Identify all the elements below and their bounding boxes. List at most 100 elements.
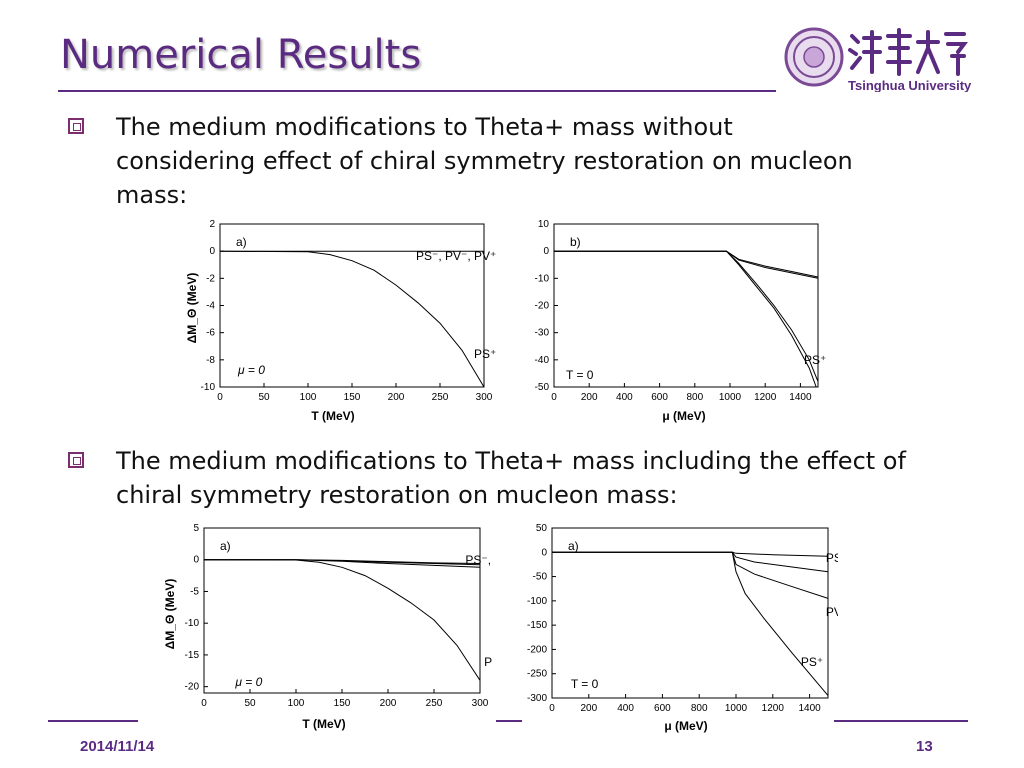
x-tick-label: 800 (686, 392, 703, 403)
y-tick-label: -10 (201, 382, 216, 393)
annotation-label: PS⁺ (474, 347, 496, 361)
y-tick-label: -4 (206, 301, 215, 312)
x-tick-label: 400 (616, 392, 633, 403)
x-tick-label: 600 (651, 392, 668, 403)
y-tick-label: -200 (527, 644, 547, 655)
x-tick-label: 400 (617, 703, 634, 714)
y-tick-label: -20 (535, 301, 550, 312)
y-tick-label: -100 (527, 596, 547, 607)
annotation-label: μ = 0 (234, 675, 262, 689)
bullet-text: The medium modifications to Theta+ mass … (116, 447, 906, 509)
series-line (219, 250, 485, 388)
series-line (552, 551, 829, 557)
x-axis-label: T (MeV) (302, 717, 345, 731)
annotation-label: T = 0 (566, 368, 594, 382)
y-tick-label: -20 (185, 682, 200, 693)
x-axis-label: T (MeV) (311, 409, 354, 423)
footer-rule-left (48, 720, 138, 722)
bullet-icon (68, 452, 84, 468)
x-tick-label: 200 (580, 703, 597, 714)
footer-rule-right (834, 720, 968, 722)
x-tick-label: 1000 (719, 392, 742, 403)
seal-icon (784, 27, 844, 87)
x-tick-label: 0 (217, 392, 223, 403)
y-tick-label: -2 (206, 273, 215, 284)
y-tick-label: -50 (535, 382, 550, 393)
series-line (554, 250, 817, 388)
annotation-label: μ = 0 (237, 363, 265, 377)
x-tick-label: 200 (388, 392, 405, 403)
y-tick-label: -15 (185, 650, 200, 661)
x-tick-label: 0 (201, 698, 207, 709)
x-tick-label: 200 (380, 698, 397, 709)
panel-label: a) (568, 539, 579, 553)
x-tick-label: 600 (654, 703, 671, 714)
y-tick-label: -40 (535, 355, 550, 366)
x-axis-label: μ (MeV) (664, 719, 707, 733)
y-tick-label: 5 (193, 523, 199, 534)
annotation-label: PS⁻ (826, 551, 838, 565)
x-tick-label: 800 (691, 703, 708, 714)
y-tick-label: 0 (541, 547, 547, 558)
logo-text: Tsinghua University (848, 78, 972, 92)
x-tick-label: 250 (426, 698, 443, 709)
y-tick-label: 0 (209, 246, 215, 257)
y-tick-label: -10 (535, 273, 550, 284)
annotation-label: T = 0 (571, 677, 599, 691)
plot-frame (551, 527, 829, 699)
y-tick-label: 50 (536, 523, 548, 534)
y-tick-label: -50 (533, 572, 548, 583)
x-tick-label: 300 (472, 698, 489, 709)
x-tick-label: 1200 (754, 392, 777, 403)
series-line (554, 250, 819, 278)
footer-date: 2014/11/14 (80, 738, 155, 755)
title-rule (58, 90, 776, 92)
y-tick-label: 2 (209, 219, 215, 230)
x-tick-label: 1200 (762, 703, 785, 714)
y-tick-label: 10 (538, 219, 550, 230)
y-tick-label: -250 (527, 669, 547, 680)
panel-label: a) (236, 235, 247, 249)
series-line (203, 559, 481, 681)
annotation-label: PS⁺ (801, 655, 823, 669)
page-number: 13 (916, 738, 933, 755)
y-axis-label: ΔM_Θ (MeV) (185, 273, 199, 344)
x-tick-label: 250 (432, 392, 449, 403)
y-tick-label: -8 (206, 355, 215, 366)
x-tick-label: 100 (288, 698, 305, 709)
x-tick-label: 200 (581, 392, 598, 403)
annotation-label: PS⁺ (484, 655, 492, 669)
x-tick-label: 150 (334, 698, 351, 709)
x-tick-label: 150 (344, 392, 361, 403)
y-tick-label: -10 (185, 618, 200, 629)
y-tick-label: -5 (190, 586, 199, 597)
slide-title: Numerical Results (60, 32, 422, 78)
panel-label: b) (570, 235, 581, 249)
plot-frame (553, 223, 819, 388)
y-axis-label: ΔM_Θ (MeV) (163, 579, 177, 650)
y-tick-label: -300 (527, 693, 547, 704)
bullet-icon (68, 118, 84, 134)
x-tick-label: 1400 (798, 703, 821, 714)
series-line (552, 551, 829, 599)
x-tick-label: 1000 (725, 703, 748, 714)
chart-mu-dependence-with: 0 200 400 600 800 1000 1200 1400 50 0 -50 -100 -150 -… (527, 523, 838, 733)
series-line (552, 551, 829, 696)
footer-rule-middle (496, 720, 522, 722)
annotation-label: PS⁺ (804, 353, 826, 367)
series-line (204, 559, 481, 566)
bullet-text: The medium modifications to Theta+ mass … (116, 113, 853, 209)
series-line (554, 250, 819, 279)
y-tick-label: -150 (527, 620, 547, 631)
series-line (554, 250, 819, 382)
x-tick-label: 300 (476, 392, 493, 403)
annotation-label: PS⁻, PV⁻, PV⁺ (416, 249, 496, 263)
x-tick-label: 0 (551, 392, 557, 403)
x-tick-label: 100 (300, 392, 317, 403)
y-tick-label: -6 (206, 328, 215, 339)
annotation-label: PV⁺ (826, 605, 838, 619)
x-tick-label: 0 (549, 703, 555, 714)
annotation-label: PS⁻, PV⁻ (465, 553, 492, 567)
x-tick-label: 50 (244, 698, 256, 709)
